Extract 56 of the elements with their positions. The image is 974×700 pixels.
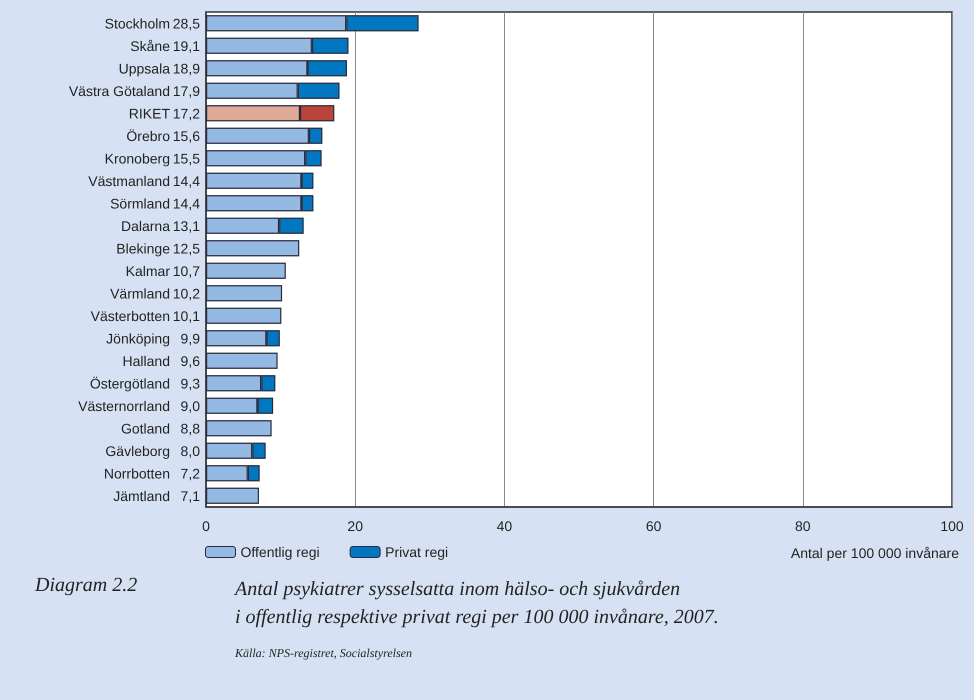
y-tick-label: Halland xyxy=(122,352,170,369)
x-tick-label: 100 xyxy=(940,518,964,534)
total-label: 9,3 xyxy=(180,375,200,392)
y-tick-label: Västernorrland xyxy=(78,398,170,414)
total-label: 15,5 xyxy=(172,150,200,166)
y-tick-label: Gotland xyxy=(120,420,170,436)
y-tick-label: Västmanland xyxy=(88,172,170,189)
y-tick-label: Dalarna xyxy=(120,218,170,234)
y-tick-label: Örebro xyxy=(126,128,170,144)
total-label: 8,0 xyxy=(180,442,200,459)
y-tick-label: Norrbotten xyxy=(104,465,170,482)
text: Diagram 2.2 xyxy=(34,574,138,596)
total-label: 8,8 xyxy=(180,420,200,436)
total-label: 19,1 xyxy=(172,38,200,54)
total-label: 7,2 xyxy=(180,465,200,482)
x-tick-label: 0 xyxy=(202,518,210,534)
y-tick-label: Gävleborg xyxy=(105,442,170,459)
text: Antal psykiatrer sysselsatta inom hälso- och sjukvården i offentlig respektive privat regi per 100 000 invånare, 2007. xyxy=(233,578,719,628)
legend-label: Offentlig regi xyxy=(240,544,320,560)
total-label: 10,1 xyxy=(172,308,200,324)
y-tick-label: Uppsala xyxy=(118,60,170,76)
y-tick-label: Blekinge xyxy=(116,240,170,256)
y-tick-label: Kronoberg xyxy=(104,150,170,166)
total-label: 10,7 xyxy=(172,262,200,279)
x-tick-label: 40 xyxy=(496,518,512,534)
total-label: 9,9 xyxy=(180,330,200,346)
y-tick-label: RIKET xyxy=(128,105,170,122)
y-tick-label: Kalmar xyxy=(126,262,170,279)
y-tick-label: Västra Götaland xyxy=(68,82,170,99)
y-tick-label: Värmland xyxy=(110,285,170,302)
total-label: 9,0 xyxy=(180,398,200,414)
total-label: 14,4 xyxy=(172,195,200,212)
total-label: 15,6 xyxy=(172,128,200,144)
x-tick-label: 80 xyxy=(795,518,811,534)
total-label: 28,5 xyxy=(172,15,200,32)
y-tick-label: Stockholm xyxy=(104,15,170,32)
total-label: 14,4 xyxy=(172,172,200,189)
y-tick-label: Jönköping xyxy=(106,330,170,346)
total-label: 18,9 xyxy=(172,60,200,76)
y-tick-label: Jämtland xyxy=(113,488,170,504)
total-label: 13,1 xyxy=(172,218,200,234)
y-tick-label: Västerbotten xyxy=(90,308,170,324)
total-label: 17,9 xyxy=(172,82,200,99)
total-label: 12,5 xyxy=(172,240,200,256)
total-label: 7,1 xyxy=(180,488,200,504)
x-tick-label: 20 xyxy=(347,518,364,534)
total-label: 17,2 xyxy=(172,105,200,122)
y-tick-label: Sörmland xyxy=(110,195,170,212)
legend-label: Privat regi xyxy=(385,544,448,560)
x-tick-label: 60 xyxy=(646,518,662,534)
total-label: 10,2 xyxy=(172,285,200,302)
x-axis-title: Antal per 100 000 invånare xyxy=(790,545,960,561)
total-label: 9,6 xyxy=(180,352,200,369)
y-tick-label: Östergötland xyxy=(90,375,170,392)
text: Källa: NPS-registret, Socialstyrelsen xyxy=(234,646,412,660)
y-tick-label: Skåne xyxy=(130,38,170,54)
